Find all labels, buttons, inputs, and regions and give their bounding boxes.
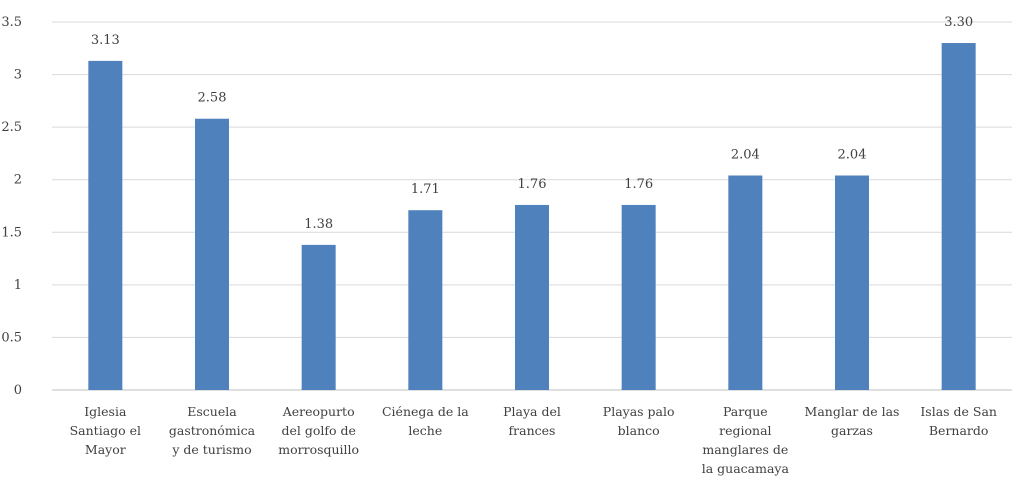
y-tick-label: 0.5 [1,330,22,345]
category-label-line: Santiago el [70,423,141,438]
y-tick-label: 2 [14,173,22,188]
data-label: 2.04 [838,148,867,163]
data-label: 2.58 [198,91,227,106]
bar [621,204,656,390]
category-label-line: garzas [831,423,873,438]
data-label: 1.76 [624,177,653,192]
category-label-line: Islas de San [920,404,997,419]
bar [195,118,229,390]
category-label: Ciénega de la leche [382,404,469,438]
category-label: Manglar de las garzas [805,404,900,438]
y-tick-label: 3.5 [1,15,22,30]
category-label: Escuela gastronómica y de turismo [169,404,256,457]
category-label: Islas de San Bernardo [920,404,997,438]
data-label: 1.76 [518,177,547,192]
category-label-line: leche [408,423,442,438]
bar [835,175,869,390]
data-label: 1.71 [411,182,440,197]
category-label-line: Mayor [85,442,126,457]
bar [728,175,763,390]
category-label-line: gastronómica [169,423,256,438]
bar [301,244,336,390]
data-labels: 3.13 2.58 1.38 1.71 1.76 1.76 2.04 2.04 3.30 [91,15,973,232]
bar [941,43,976,391]
category-labels: Iglesia Santiago el Mayor Escuela gastronómi… [70,404,997,476]
category-label-line: Manglar de las [805,404,900,419]
y-tick-label: 0 [14,383,22,398]
category-label-line: Parque [723,404,768,419]
y-tick-label: 2.5 [1,120,22,135]
category-label: Playas palo blanco [603,404,675,438]
data-label: 1.38 [304,217,333,232]
bar [408,210,443,390]
data-label: 3.30 [944,15,973,30]
category-label-line: Aereopurto [282,404,355,419]
category-label-line: Escuela [187,404,237,419]
category-label-line: y de turismo [171,442,251,457]
data-label: 3.13 [91,33,120,48]
category-label-line: regional [719,423,771,438]
bars [88,43,976,391]
y-tick-label: 1.5 [1,225,22,240]
y-tick-label: 3 [14,68,22,83]
category-label: Iglesia Santiago el Mayor [70,404,141,457]
category-label-line: blanco [618,423,660,438]
category-label-line: manglares de [702,442,788,457]
bar [515,204,549,390]
y-tick-label: 1 [14,278,22,293]
y-axis-tick-labels: 0 0.5 1 1.5 2 2.5 3 3.5 [1,15,22,398]
category-label-line: frances [509,423,556,438]
category-label: Parque regional manglares de la guacamaya [702,404,790,476]
category-label-line: Ciénega de la [382,404,469,419]
category-label-line: morrosquillo [278,442,359,457]
category-label: Aereopurto del golfo de morrosquillo [278,404,359,457]
category-label-line: Playa del [503,404,561,419]
category-label-line: Bernardo [929,423,989,438]
bar [88,60,123,390]
data-label: 2.04 [731,148,760,163]
category-label-line: Iglesia [84,404,127,419]
category-label: Playa del frances [503,404,561,438]
category-label-line: del golfo de [281,423,355,438]
category-label-line: Playas palo [603,404,675,419]
category-label-line: la guacamaya [702,461,790,476]
